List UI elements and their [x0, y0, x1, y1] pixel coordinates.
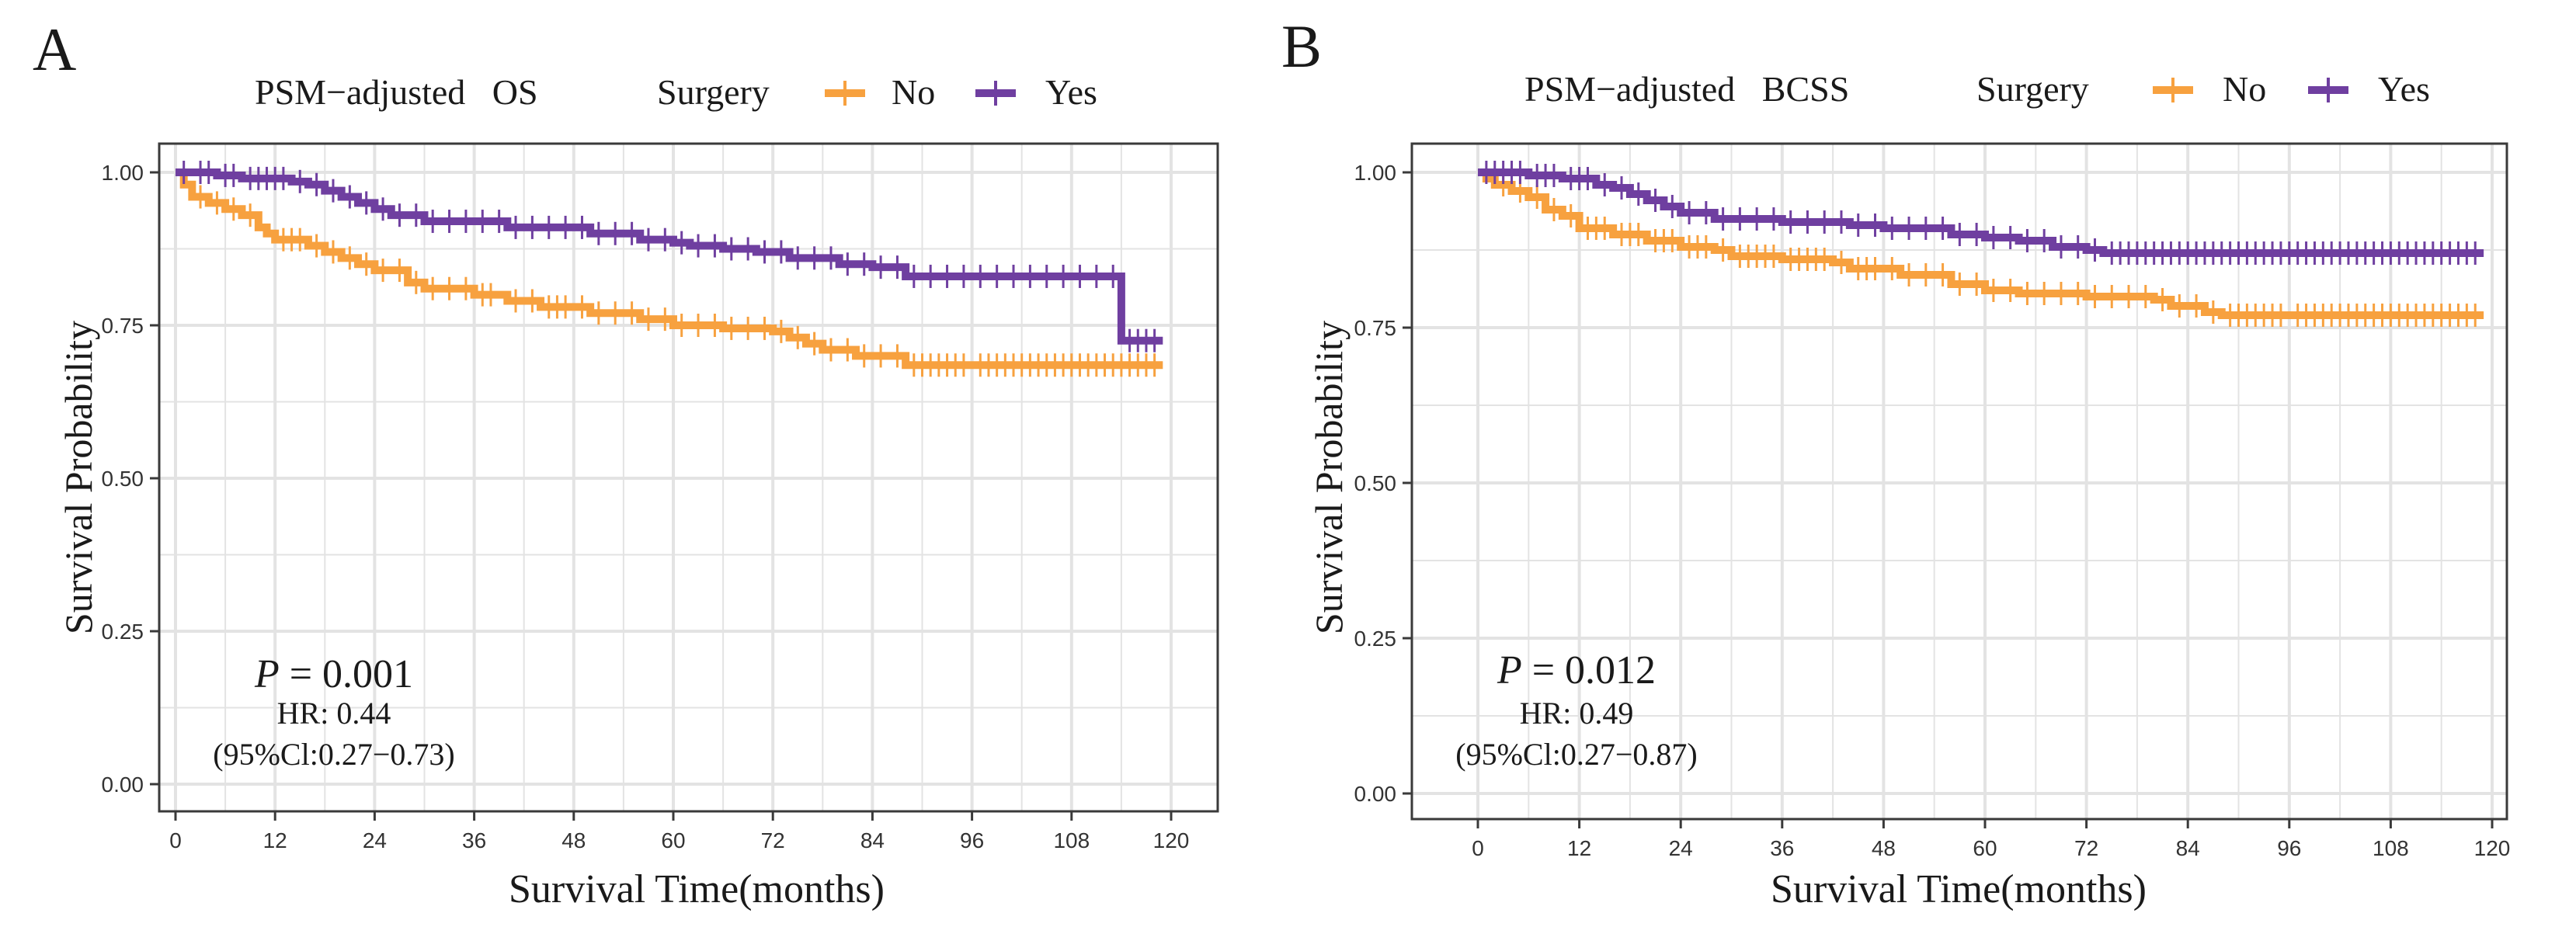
km-curve-yes	[1478, 168, 2484, 257]
x-tick-label: 72	[761, 828, 785, 852]
svg-text:P = 0.001: P = 0.001	[254, 652, 413, 696]
panel-a-letter: A	[33, 16, 76, 83]
x-tick-label: 24	[363, 828, 387, 852]
panel-a-x-axis-label: Survival Time(months)	[509, 867, 885, 911]
x-tick-label: 48	[561, 828, 586, 852]
x-tick-label: 84	[860, 828, 885, 852]
panel-b-hr: HR: 0.49	[1520, 696, 1634, 731]
panel-b-gridlines	[1412, 144, 2507, 819]
panel-b: B PSM−adjusted BCSS Surgery No Yes 0.000…	[1281, 12, 2510, 911]
panel-a-x-ticks: 0 12 24 36 48 60 72 84 96 108 120	[169, 811, 1189, 852]
panel-b-y-ticks: 0.00 0.25 0.50 0.75 1.00	[1354, 161, 1412, 806]
panel-a-legend-label-no: No	[892, 72, 935, 112]
panel-b-x-axis-label: Survival Time(months)	[1771, 867, 2147, 911]
y-tick-label: 0.50	[1354, 471, 1397, 495]
x-tick-label: 120	[2474, 836, 2511, 860]
panel-a-legend: PSM−adjusted OS Surgery No Yes	[255, 72, 1097, 112]
km-curve-no	[176, 168, 1163, 370]
panel-a-curves	[176, 161, 1163, 377]
panel-a-legend-key-no	[825, 81, 865, 106]
x-tick-label: 84	[2176, 836, 2200, 860]
panel-b-ci: (95%Cl:0.27−0.87)	[1455, 737, 1697, 772]
panel-b-legend-title: Surgery	[1976, 69, 2089, 109]
svg-text:P = 0.012: P = 0.012	[1497, 648, 1656, 693]
panel-a-hr: HR: 0.44	[277, 696, 391, 731]
x-tick-label: 96	[960, 828, 984, 852]
panel-b-plot-border	[1410, 142, 2508, 821]
panel-a-p-value: = 0.001	[280, 652, 413, 696]
panel-a: A PSM−adjusted OS Surgery No Yes 0.00 0.2…	[33, 16, 1219, 911]
panel-a-annotations: P = 0.001 HR: 0.44 (95%Cl:0.27−0.73)	[213, 652, 454, 772]
panel-a-p-symbol: P	[254, 652, 280, 696]
panel-a-y-axis-label: Survival Probability	[57, 321, 100, 634]
x-tick-label: 48	[1872, 836, 1896, 860]
x-tick-label: 12	[1567, 836, 1591, 860]
km-curve-yes	[176, 168, 1163, 345]
panel-b-p-symbol: P	[1497, 648, 1522, 693]
x-tick-label: 36	[1770, 836, 1794, 860]
y-tick-label: 0.25	[102, 620, 144, 644]
x-tick-label: 60	[1973, 836, 1997, 860]
x-tick-label: 24	[1669, 836, 1693, 860]
y-tick-label: 0.00	[102, 773, 144, 797]
panel-b-curves	[1478, 161, 2484, 327]
y-tick-label: 1.00	[102, 161, 144, 185]
panel-a-ci: (95%Cl:0.27−0.73)	[213, 737, 454, 772]
panel-b-legend: PSM−adjusted BCSS Surgery No Yes	[1524, 69, 2430, 109]
x-tick-label: 108	[1053, 828, 1090, 852]
y-tick-label: 1.00	[1354, 161, 1397, 185]
panel-a-legend-label-yes: Yes	[1045, 72, 1097, 112]
panel-a-gridlines	[159, 144, 1218, 811]
panel-a-title: PSM−adjusted OS	[255, 72, 538, 112]
y-tick-label: 0.75	[102, 314, 144, 338]
x-tick-label: 0	[169, 828, 182, 852]
panel-a-legend-key-yes	[975, 81, 1016, 106]
panel-b-title: PSM−adjusted BCSS	[1524, 69, 1849, 109]
x-tick-label: 12	[263, 828, 287, 852]
y-tick-label: 0.25	[1354, 627, 1397, 651]
panel-b-legend-key-yes	[2308, 78, 2348, 102]
x-tick-label: 108	[2373, 836, 2409, 860]
x-tick-label: 120	[1153, 828, 1190, 852]
panel-b-legend-label-no: No	[2223, 69, 2266, 109]
panel-b-p-value: = 0.012	[1522, 648, 1656, 693]
y-tick-label: 0.75	[1354, 316, 1397, 340]
x-tick-label: 60	[661, 828, 685, 852]
x-tick-label: 0	[1472, 836, 1484, 860]
panel-b-legend-key-no	[2153, 78, 2193, 102]
panel-b-x-ticks: 0 12 24 36 48 60 72 84 96 108 120	[1472, 819, 2510, 860]
panel-a-legend-title: Surgery	[657, 72, 770, 112]
panel-a-plot-border	[158, 142, 1219, 813]
x-tick-label: 36	[462, 828, 486, 852]
panel-b-y-axis-label: Survival Probability	[1307, 321, 1351, 634]
x-tick-label: 96	[2277, 836, 2301, 860]
y-tick-label: 0.00	[1354, 782, 1397, 806]
panel-b-annotations: P = 0.012 HR: 0.49 (95%Cl:0.27−0.87)	[1455, 648, 1697, 772]
panel-a-y-ticks: 0.00 0.25 0.50 0.75 1.00	[102, 161, 159, 797]
panel-b-legend-label-yes: Yes	[2378, 69, 2430, 109]
x-tick-label: 72	[2074, 836, 2098, 860]
y-tick-label: 0.50	[102, 467, 144, 491]
panel-b-letter: B	[1281, 12, 1322, 80]
